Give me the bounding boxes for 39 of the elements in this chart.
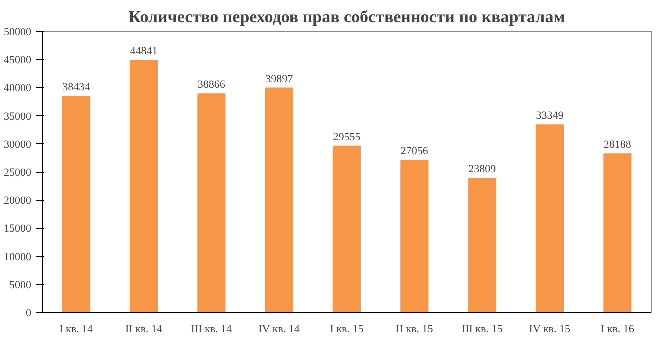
x-tick-label: III кв. 14 <box>191 324 233 336</box>
y-tick-label: 50000 <box>4 26 32 38</box>
data-label: 44841 <box>130 45 158 58</box>
bar <box>198 94 226 312</box>
data-label: 28188 <box>604 139 632 152</box>
y-tick-label: 30000 <box>4 138 32 151</box>
y-tick-label: 35000 <box>4 110 32 123</box>
y-tick-label: 5000 <box>10 279 32 292</box>
bar <box>468 178 496 312</box>
y-tick-label: 20000 <box>4 195 32 208</box>
x-tick-label: III кв. 15 <box>462 324 504 336</box>
bar <box>536 124 564 312</box>
x-tick-label: I кв. 14 <box>60 324 94 336</box>
data-label: 27056 <box>400 145 429 158</box>
x-tick-label: I кв. 16 <box>600 324 635 336</box>
y-tick-label: 0 <box>26 308 32 320</box>
y-tick-label: 40000 <box>4 82 32 95</box>
bar <box>130 60 158 312</box>
x-tick-label: IV кв. 15 <box>529 324 571 336</box>
x-tick-label: IV кв. 14 <box>258 324 300 336</box>
y-tick-label: 45000 <box>4 54 32 67</box>
bar <box>604 154 632 312</box>
data-label: 33349 <box>536 110 564 122</box>
data-label: 38866 <box>198 79 226 92</box>
bar <box>400 160 429 312</box>
data-label: 23809 <box>468 164 497 176</box>
chart-title: Количество переходов прав собственности по кварталам <box>128 8 566 26</box>
y-tick-label: 10000 <box>4 251 32 264</box>
bar <box>332 146 362 312</box>
data-label: 39897 <box>266 73 294 86</box>
y-tick-label: 15000 <box>4 223 32 236</box>
data-label: 29555 <box>333 131 362 144</box>
x-tick-label: II кв. 15 <box>396 324 434 336</box>
y-tick-label: 25000 <box>4 167 32 179</box>
data-label: 38434 <box>62 82 91 94</box>
bar <box>265 88 294 312</box>
x-tick-label: II кв. 14 <box>125 324 164 336</box>
x-tick-label: I кв. 15 <box>330 324 364 336</box>
bar <box>62 96 90 312</box>
